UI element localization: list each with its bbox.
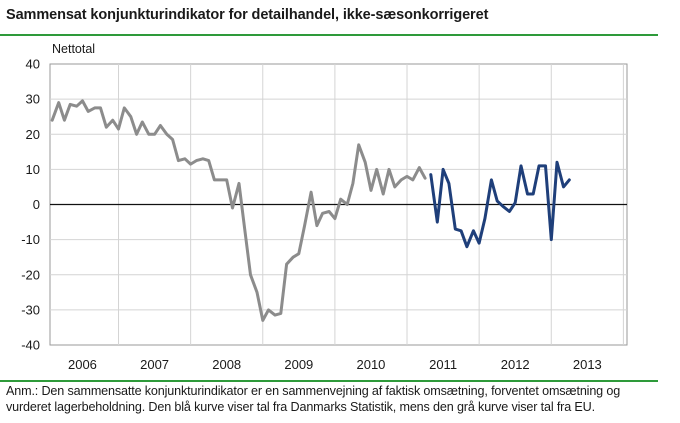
footnote-divider [0,380,658,382]
y-tick-label: 40 [26,57,40,72]
chart-title: Sammensat konjunkturindikator for detail… [6,7,489,23]
y-tick-label: -20 [21,267,40,282]
y-tick-label: -10 [21,232,40,247]
y-axis-label: Nettotal [52,42,95,56]
series-line-eu [50,99,427,322]
x-tick-label: 2012 [501,357,530,372]
x-tick-label: 2009 [284,357,313,372]
x-tick-label: 2006 [68,357,97,372]
x-tick-label: 2010 [356,357,385,372]
y-tick-label: 0 [33,197,40,212]
y-tick-label: -30 [21,302,40,317]
y-tick-label: 20 [26,127,40,142]
x-tick-label: 2008 [212,357,241,372]
series-line-dst [429,160,571,249]
x-tick-label: 2011 [429,357,457,372]
x-tick-label: 2013 [573,357,602,372]
y-tick-label: -40 [21,338,40,353]
y-tick-label: 30 [26,92,40,107]
footnote: Anm.: Den sammensatte konjunkturindikato… [6,384,621,414]
title-divider [0,34,658,36]
y-tick-label: 10 [26,162,40,177]
x-tick-label: 2007 [140,357,169,372]
